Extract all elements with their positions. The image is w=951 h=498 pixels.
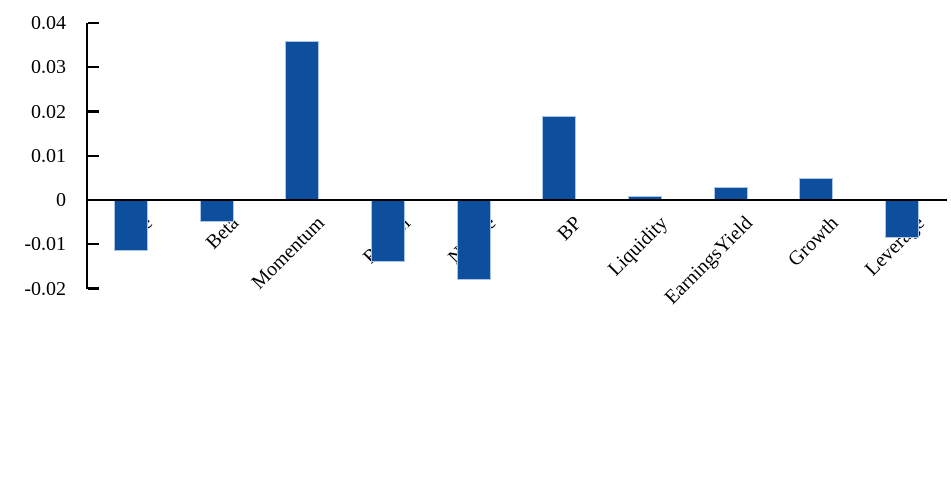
y-axis-line [86, 23, 89, 289]
bar-bp [542, 115, 577, 200]
y-axis-tick [88, 21, 99, 25]
y-axis-tick-label: 0.02 [31, 100, 66, 123]
y-axis-tick-label: -0.01 [24, 233, 66, 256]
bar-size [113, 200, 148, 251]
y-axis-tick-label: 0.01 [31, 144, 66, 167]
category-label-earningsyield: EarningsYield [660, 212, 758, 309]
y-axis-tick [88, 110, 99, 113]
y-axis-tick-label: 0.04 [31, 12, 66, 34]
y-axis-tick [88, 66, 99, 69]
bar-nlsize [456, 200, 491, 280]
y-axis-tick-label: -0.02 [24, 277, 66, 300]
category-label-liquidity: Liquidity [603, 212, 672, 281]
bar-leverage [885, 200, 920, 238]
y-axis-tick-label: 0.03 [31, 56, 66, 79]
y-axis-tick [88, 154, 99, 157]
category-label-growth: Growth [784, 212, 844, 271]
category-label-momentum: Momentum [247, 212, 329, 294]
y-axis-tick-label: 0 [56, 189, 66, 211]
bar-resvol [370, 200, 405, 262]
bar-beta [199, 200, 234, 223]
y-axis-tick [88, 243, 99, 246]
y-axis-tick [88, 287, 99, 290]
bar-momentum [285, 40, 320, 200]
x-axis-zero-line [86, 198, 947, 202]
bar-growth [799, 177, 834, 200]
category-label-bp: BP [553, 212, 586, 245]
